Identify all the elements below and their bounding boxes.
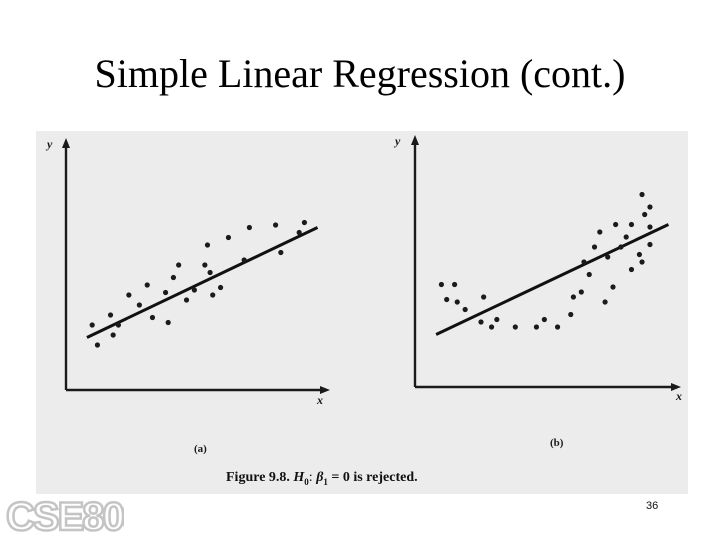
page-number: 36	[646, 500, 659, 512]
panel-b-y-arrow	[411, 135, 419, 145]
panel-b-point-0	[438, 281, 444, 288]
panel-b-point-9	[512, 324, 518, 330]
slide-title: Simple Linear Regression (cont.)	[94, 51, 626, 96]
caption-rest: = 0 is rejected.	[331, 470, 418, 485]
panel-a-point-12	[183, 297, 190, 303]
panel-a-point-22	[278, 249, 284, 256]
panel-b-point-21	[605, 254, 611, 260]
panel-b-point-31	[647, 224, 653, 230]
panel-b-point-3	[454, 299, 460, 305]
panel-a-point-7	[149, 314, 156, 321]
panel-a-point-25	[207, 269, 213, 276]
panel-b-point-34	[639, 191, 645, 198]
panel-a-point-6	[144, 282, 150, 288]
panel-a-point-14	[202, 262, 208, 268]
panel-b-point-27	[628, 266, 635, 273]
panel-a-point-2	[107, 312, 114, 318]
panel-a-point-13	[191, 287, 197, 293]
panel-b-point-22	[610, 284, 616, 290]
panel-b-point-4	[462, 306, 468, 313]
panel-b-point-20	[602, 299, 608, 305]
panel-a-point-0	[89, 322, 95, 328]
panel-a-point-21	[273, 222, 279, 228]
panel-a-point-10	[170, 274, 177, 281]
panel-b-point-33	[639, 259, 645, 265]
panel-a-x-arrow	[320, 386, 330, 394]
panel-a-y-axis-label: y	[47, 137, 53, 151]
panel-b-point-17	[586, 271, 592, 278]
caption-beta: β1	[316, 470, 328, 487]
panel-a-point-20	[246, 224, 252, 231]
panel-b-point-29	[642, 211, 648, 218]
panel-a-point-23	[296, 229, 302, 236]
panel-a-point-1	[94, 342, 101, 348]
panel-a-point-4	[115, 322, 121, 328]
panel-b-point-19	[597, 229, 603, 235]
figure-caption: Figure 9.8. H0: β1 = 0 is rejected.	[226, 470, 418, 487]
panel-b-point-6	[481, 294, 487, 300]
panel-b-point-16	[581, 259, 587, 265]
caption-h0: H0	[293, 470, 309, 487]
panel-b-point-2	[452, 281, 458, 288]
panel-a-regression-line	[86, 226, 319, 339]
panel-a-point-17	[217, 284, 224, 291]
panel-b-point-15	[578, 289, 584, 295]
panel-a-point-11	[176, 262, 182, 268]
panel-a-point-19	[241, 257, 247, 263]
caption-colon: :	[308, 470, 313, 485]
figure-scan: y x y x (a) (b) Figure 9.8. H0: β1 = 0 i…	[36, 131, 688, 494]
panel-b-point-8	[494, 316, 500, 323]
panel-a-point-16	[210, 292, 216, 298]
panel-a-point-18	[225, 234, 232, 241]
panel-b-point-18	[591, 244, 598, 250]
panel-a-point-3	[110, 332, 116, 338]
panel-b-point-25	[623, 234, 629, 240]
panel-b-regression-line	[435, 223, 670, 336]
panel-b-point-7	[488, 324, 495, 330]
panel-b-point-1	[444, 296, 450, 303]
panel-b-point-26	[628, 221, 635, 228]
panel-a-point-8	[162, 289, 169, 296]
panel-a-point-24	[301, 219, 308, 226]
panel-a-x-axis-label: x	[317, 393, 323, 407]
panel-b-point-23	[613, 221, 619, 228]
panel-b-point-30	[647, 204, 653, 210]
panel-b-x-axis-label: x	[676, 389, 682, 403]
panel-b-x-arrow	[671, 383, 681, 391]
panel-a-point-9	[165, 319, 171, 326]
logo-text: CSE808	[6, 495, 124, 536]
panel-b-point-14	[570, 294, 577, 300]
panel-a-label: (a)	[194, 443, 207, 455]
panel-b-point-28	[636, 251, 643, 258]
panel-b-point-32	[647, 241, 653, 248]
caption-figure-label: Figure 9.8.	[226, 470, 290, 485]
panel-b-point-12	[554, 324, 561, 330]
panel-b-label: (b)	[550, 437, 564, 449]
panel-a-point-5	[126, 292, 132, 298]
panel-b-point-10	[533, 324, 540, 330]
scatter-panel-a	[62, 135, 681, 394]
panel-b-point-13	[568, 311, 574, 318]
panel-b-point-11	[541, 316, 547, 323]
panel-b-point-5	[478, 319, 484, 325]
panel-a-point-15	[204, 242, 211, 248]
cse808-logo: CSE808	[5, 494, 124, 536]
panel-a-y-arrow	[62, 138, 70, 148]
panel-a-point-26	[136, 302, 142, 308]
panel-b-point-24	[618, 244, 624, 250]
panel-b-y-axis-label: y	[395, 134, 401, 148]
